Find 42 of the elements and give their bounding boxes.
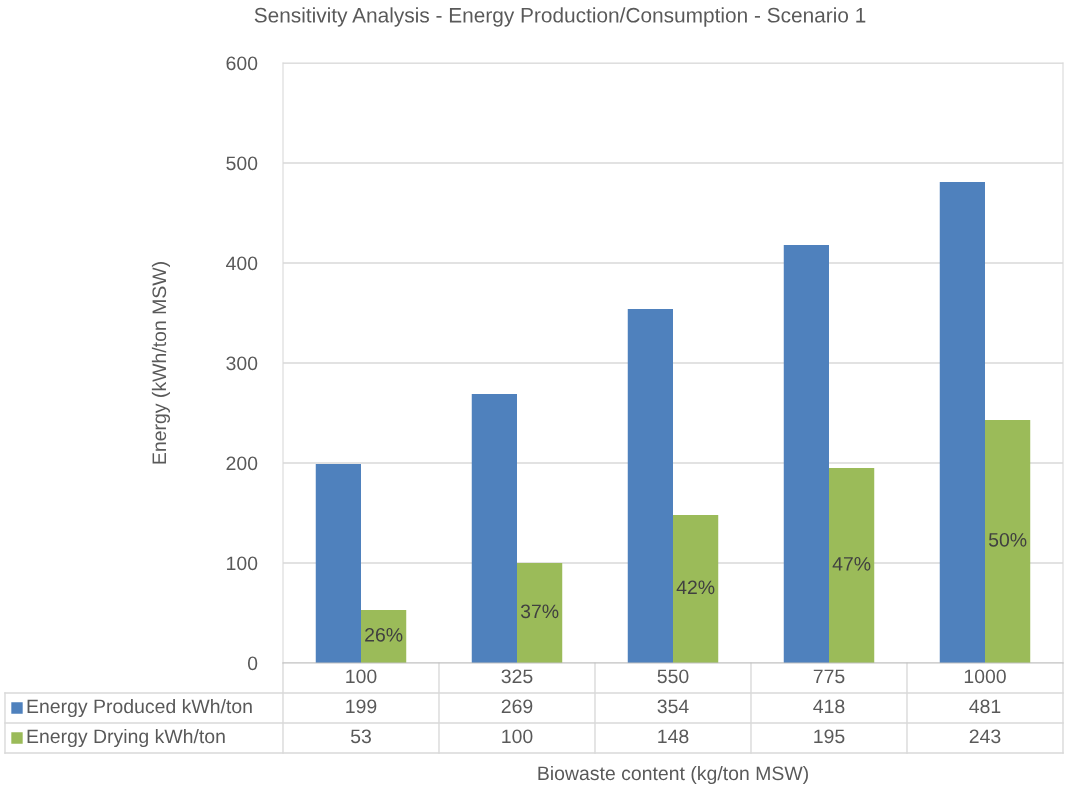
legend-label: Energy Produced kWh/ton — [27, 698, 252, 718]
bar — [673, 515, 719, 663]
bar — [315, 464, 361, 663]
x-tick-label: 775 — [813, 669, 845, 684]
bar — [627, 309, 673, 663]
bar — [783, 245, 829, 663]
x-tick-label: 1000 — [964, 669, 1006, 684]
data-label: 148 — [658, 729, 689, 744]
annotation: 47% — [832, 557, 871, 571]
y-tick-label: 0 — [247, 656, 258, 671]
y-tick-label: 600 — [226, 56, 258, 71]
data-label: 53 — [350, 729, 371, 744]
annotation: 50% — [988, 532, 1027, 547]
x-tick-label: 100 — [346, 669, 377, 684]
bar — [985, 420, 1031, 663]
legend-label: Energy Drying kWh/ton — [27, 728, 225, 748]
data-label: 354 — [657, 699, 689, 714]
data-label: 269 — [501, 699, 533, 714]
data-label: 418 — [813, 699, 845, 714]
y-tick-label: 100 — [227, 556, 258, 571]
annotation: 42% — [676, 580, 715, 595]
data-label: 481 — [969, 699, 1001, 714]
data-label: 199 — [346, 699, 377, 714]
data-label: 195 — [814, 729, 845, 744]
x-axis-title: Biowaste content (kg/ton MSW) — [538, 765, 808, 785]
y-axis-title: Energy (kWh/ton MSW) — [151, 262, 171, 464]
bar — [517, 563, 563, 663]
x-tick-label: 550 — [657, 669, 689, 684]
y-tick-label: 200 — [226, 456, 258, 471]
bar — [939, 182, 985, 663]
bar — [471, 394, 517, 663]
y-tick-label: 300 — [226, 356, 258, 371]
data-label: 100 — [502, 729, 533, 744]
bar — [829, 468, 875, 663]
annotation: 37% — [520, 604, 559, 619]
chart-title: Sensitivity Analysis - Energy Production/Consumption - Scenario 1 — [254, 7, 866, 27]
y-tick-label: 400 — [226, 256, 258, 271]
data-label: 243 — [969, 729, 1001, 744]
y-tick-label: 500 — [226, 156, 258, 171]
bar — [361, 610, 407, 663]
x-tick-label: 325 — [501, 669, 533, 684]
annotation: 26% — [365, 627, 403, 642]
